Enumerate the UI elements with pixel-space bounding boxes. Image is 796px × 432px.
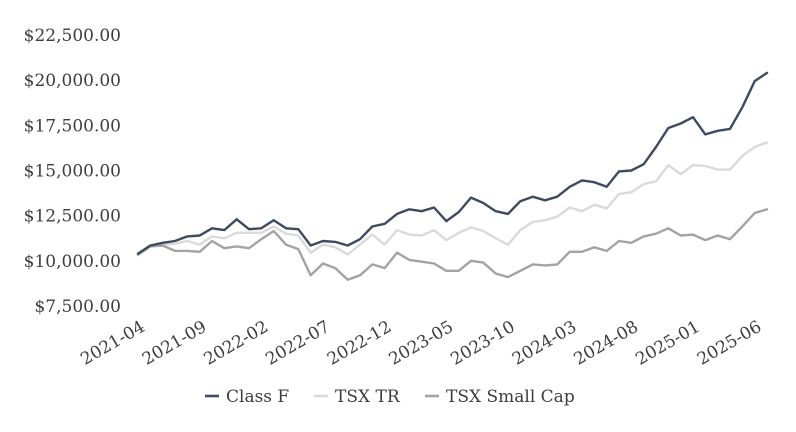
x-tick-label: 2024-03 — [509, 317, 580, 370]
legend-label: TSX TR — [335, 387, 401, 407]
y-tick-label: $20,000.00 — [24, 71, 121, 91]
x-tick-label: 2023-10 — [447, 317, 518, 370]
x-axis-ticks: 2021-042021-092022-022022-072022-122023-… — [77, 317, 765, 370]
y-tick-label: $12,500.00 — [24, 207, 121, 227]
y-tick-label: $22,500.00 — [24, 26, 121, 46]
x-tick-label: 2021-04 — [77, 317, 148, 370]
legend-label: Class F — [226, 387, 289, 407]
legend-item-tsx-small-cap: TSX Small Cap — [425, 387, 575, 407]
y-tick-label: $17,500.00 — [24, 116, 121, 136]
series-lines — [136, 71, 769, 281]
x-tick-label: 2025-01 — [632, 317, 703, 370]
legend-item-tsx-tr: TSX TR — [314, 387, 401, 407]
x-tick-label: 2021-09 — [139, 317, 210, 370]
series-line-tsx-tr — [136, 141, 769, 257]
y-tick-label: $15,000.00 — [24, 162, 121, 182]
legend-label: TSX Small Cap — [446, 387, 575, 407]
y-tick-label: $10,000.00 — [24, 252, 121, 272]
y-axis-ticks: $7,500.00 $10,000.00 $12,500.00 $15,000.00 $… — [24, 26, 121, 317]
y-tick-label: $7,500.00 — [34, 297, 121, 317]
x-tick-label: 2022-07 — [262, 317, 333, 370]
legend: Class F TSX TR TSX Small Cap — [205, 387, 575, 407]
x-tick-label: 2022-12 — [324, 317, 395, 370]
x-tick-label: 2024-08 — [571, 317, 642, 370]
x-tick-label: 2022-02 — [201, 317, 272, 370]
series-line-class-f — [136, 71, 769, 255]
series-line-tsx-small-cap — [136, 208, 769, 281]
legend-item-class-f: Class F — [205, 387, 289, 407]
x-tick-label: 2023-05 — [386, 317, 457, 370]
x-tick-label: 2025-06 — [694, 317, 765, 370]
